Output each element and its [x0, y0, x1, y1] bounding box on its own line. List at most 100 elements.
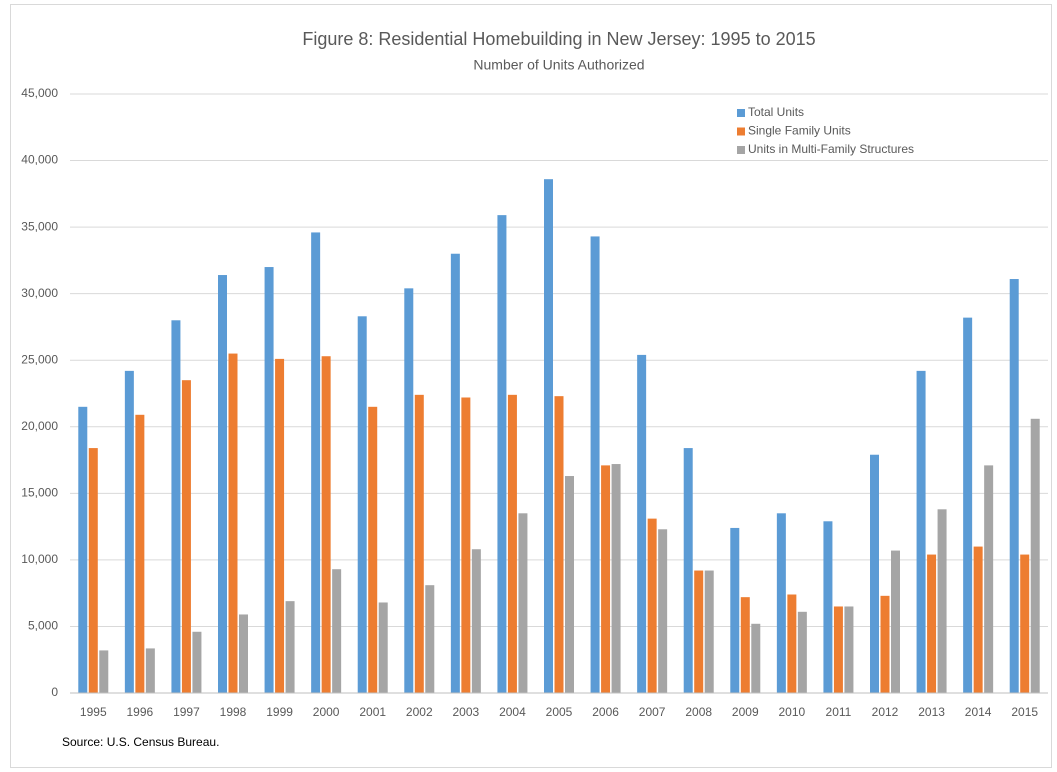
bar	[378, 602, 388, 693]
bar	[471, 549, 481, 693]
bar	[181, 380, 191, 693]
bar	[601, 465, 611, 693]
x-tick-label: 2000	[313, 705, 340, 719]
bar	[404, 288, 414, 693]
bar	[450, 253, 460, 693]
y-tick-label: 40,000	[21, 153, 58, 167]
x-tick-label: 2011	[826, 705, 852, 719]
chart-title: Figure 8: Residential Homebuilding in Ne…	[302, 29, 815, 49]
bar	[787, 594, 797, 693]
bar	[99, 650, 109, 693]
x-tick-label: 1995	[80, 705, 107, 719]
bar	[797, 611, 807, 693]
bar	[192, 631, 202, 693]
bar	[425, 585, 435, 693]
bar	[683, 448, 693, 693]
y-tick-label: 10,000	[21, 552, 58, 566]
x-tick-label: 2009	[732, 705, 759, 719]
source-note: Source: U.S. Census Bureau.	[62, 735, 219, 749]
x-tick-label: 2014	[965, 705, 992, 719]
legend-label: Total Units	[748, 105, 804, 119]
bar	[145, 648, 155, 693]
bar	[332, 569, 342, 693]
bar	[647, 518, 657, 693]
bar	[88, 448, 98, 693]
x-tick-label: 2001	[359, 705, 386, 719]
legend-swatch	[737, 127, 745, 136]
bar	[321, 356, 331, 693]
bar	[1030, 418, 1040, 693]
bar	[78, 406, 88, 693]
bar	[916, 370, 926, 693]
y-tick-label: 25,000	[21, 352, 58, 366]
x-tick-label: 2013	[918, 705, 945, 719]
y-tick-label: 35,000	[21, 219, 58, 233]
bar	[590, 236, 600, 693]
x-tick-label: 2003	[453, 705, 480, 719]
x-tick-label: 2006	[592, 705, 619, 719]
bar	[554, 396, 564, 693]
bar	[507, 394, 517, 693]
bar	[611, 464, 621, 693]
bar	[776, 513, 786, 693]
bar	[751, 623, 761, 693]
bar	[844, 606, 854, 693]
legend-label: Units in Multi-Family Structures	[748, 142, 914, 156]
x-tick-label: 2010	[779, 705, 806, 719]
bar	[704, 570, 714, 693]
x-tick-label: 2007	[639, 705, 666, 719]
bar	[984, 465, 994, 693]
bar	[833, 606, 843, 693]
bar	[218, 275, 227, 693]
legend-label: Single Family Units	[748, 124, 851, 138]
bar	[264, 267, 274, 693]
bar	[357, 316, 367, 693]
bar	[565, 476, 574, 693]
bar	[414, 394, 424, 693]
bar	[124, 370, 134, 693]
bar	[368, 406, 378, 693]
bar	[1009, 279, 1019, 693]
bar	[518, 513, 528, 693]
x-tick-label: 2012	[872, 705, 899, 719]
bar	[937, 509, 947, 693]
bar	[891, 550, 900, 693]
y-tick-label: 0	[51, 685, 58, 699]
x-tick-label: 2004	[499, 705, 526, 719]
bar	[694, 570, 704, 693]
bar	[285, 601, 295, 693]
bar	[171, 320, 181, 693]
y-tick-label: 45,000	[21, 86, 58, 100]
y-tick-label: 15,000	[21, 486, 58, 500]
bar	[275, 358, 285, 693]
chart-subtitle: Number of Units Authorized	[473, 57, 644, 73]
bar	[637, 354, 647, 693]
bar	[823, 521, 833, 693]
x-tick-label: 2015	[1011, 705, 1038, 719]
bar	[1020, 554, 1030, 693]
x-tick-label: 1998	[220, 705, 247, 719]
bar	[730, 527, 740, 693]
bar	[311, 232, 321, 694]
y-tick-label: 30,000	[21, 286, 58, 300]
x-tick-label: 1996	[127, 705, 154, 719]
x-tick-label: 2008	[685, 705, 712, 719]
bar	[239, 614, 248, 693]
bar	[870, 454, 879, 693]
bar	[497, 215, 507, 693]
x-tick-label: 1997	[173, 705, 200, 719]
bar	[963, 317, 973, 693]
x-tick-label: 2002	[406, 705, 433, 719]
bar	[135, 414, 145, 693]
x-tick-label: 2005	[546, 705, 573, 719]
bar	[544, 179, 553, 694]
y-tick-label: 5,000	[28, 619, 58, 633]
y-tick-label: 20,000	[21, 419, 58, 433]
legend-swatch	[737, 146, 745, 154]
bar	[461, 397, 471, 693]
legend-swatch	[737, 109, 745, 117]
bar	[740, 597, 750, 693]
bar	[880, 595, 890, 693]
x-tick-label: 1999	[266, 705, 293, 719]
